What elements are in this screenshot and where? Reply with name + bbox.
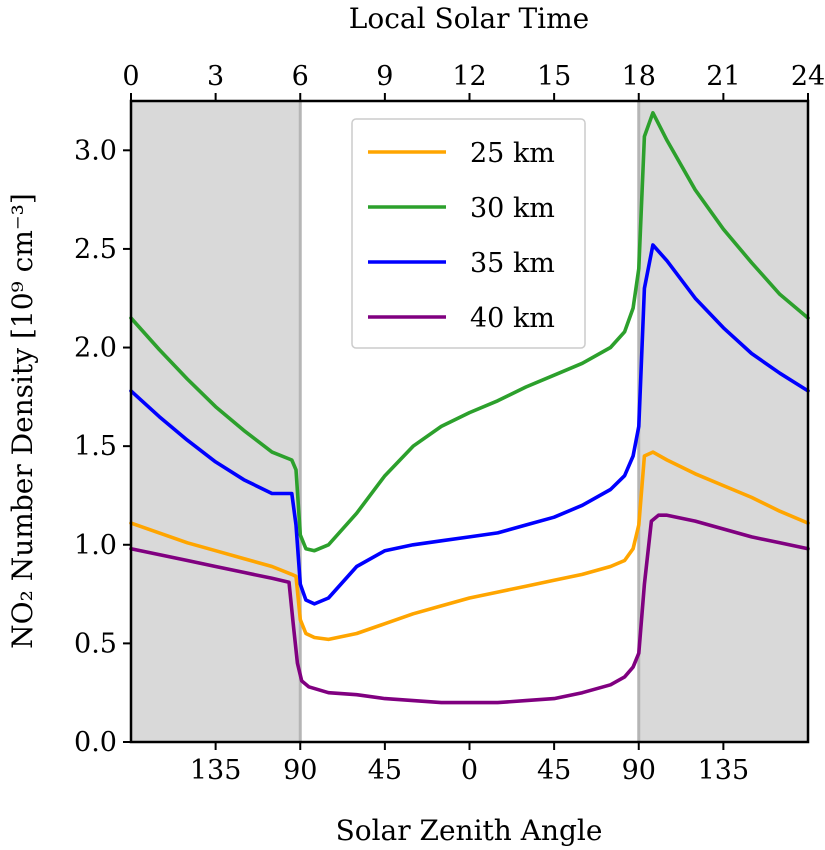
bottom-tick-label: 135 [698, 755, 750, 786]
y-tick-label: 0.5 [74, 628, 117, 659]
y-axis-ticks: 0.0 0.5 1.0 1.5 2.0 2.5 3.0 [74, 135, 131, 758]
y-tick-label: 1.0 [74, 530, 117, 561]
y-axis-title: NO₂ Number Density [10⁹ cm⁻³] [6, 193, 39, 649]
legend: 25 km 30 km 35 km 40 km [351, 118, 586, 349]
y-tick-label: 2.5 [74, 234, 117, 265]
bottom-tick-label: 90 [283, 755, 317, 786]
bottom-axis-ticks: 135 90 45 0 45 90 135 [190, 742, 749, 786]
bottom-tick-label: 0 [461, 755, 478, 786]
top-axis-ticks: 0 3 6 9 12 15 18 21 24 [122, 61, 825, 101]
top-tick-label: 15 [537, 61, 571, 92]
top-tick-label: 18 [622, 61, 656, 92]
top-tick-label: 3 [207, 61, 224, 92]
legend-label: 35 km [470, 248, 555, 279]
top-axis-title: Local Solar Time [349, 2, 589, 35]
y-tick-label: 1.5 [74, 431, 117, 462]
series-lines [129, 111, 810, 705]
night-region-1 [638, 101, 808, 742]
legend-label: 40 km [470, 303, 555, 334]
legend-box [351, 118, 586, 349]
series-line-40-km [129, 513, 810, 705]
bottom-tick-label: 45 [368, 755, 402, 786]
top-tick-label: 9 [376, 61, 393, 92]
bottom-tick-label: 135 [190, 755, 242, 786]
y-tick-label: 3.0 [74, 135, 117, 166]
y-tick-label: 0.0 [74, 727, 117, 758]
series-line-30-km [129, 111, 810, 553]
series-line-35-km [129, 243, 810, 606]
top-tick-label: 12 [452, 61, 486, 92]
bottom-tick-label: 45 [537, 755, 571, 786]
top-tick-label: 0 [122, 61, 139, 92]
top-tick-label: 21 [706, 61, 740, 92]
bottom-axis-title: Solar Zenith Angle [336, 814, 603, 847]
top-tick-label: 24 [791, 61, 825, 92]
night-region-0 [131, 101, 301, 742]
legend-label: 25 km [470, 138, 555, 169]
night-regions [131, 101, 808, 742]
legend-label: 30 km [470, 193, 555, 224]
bottom-tick-label: 90 [622, 755, 656, 786]
top-tick-label: 6 [292, 61, 309, 92]
y-tick-label: 2.0 [74, 333, 117, 364]
series-line-25-km [129, 450, 810, 642]
